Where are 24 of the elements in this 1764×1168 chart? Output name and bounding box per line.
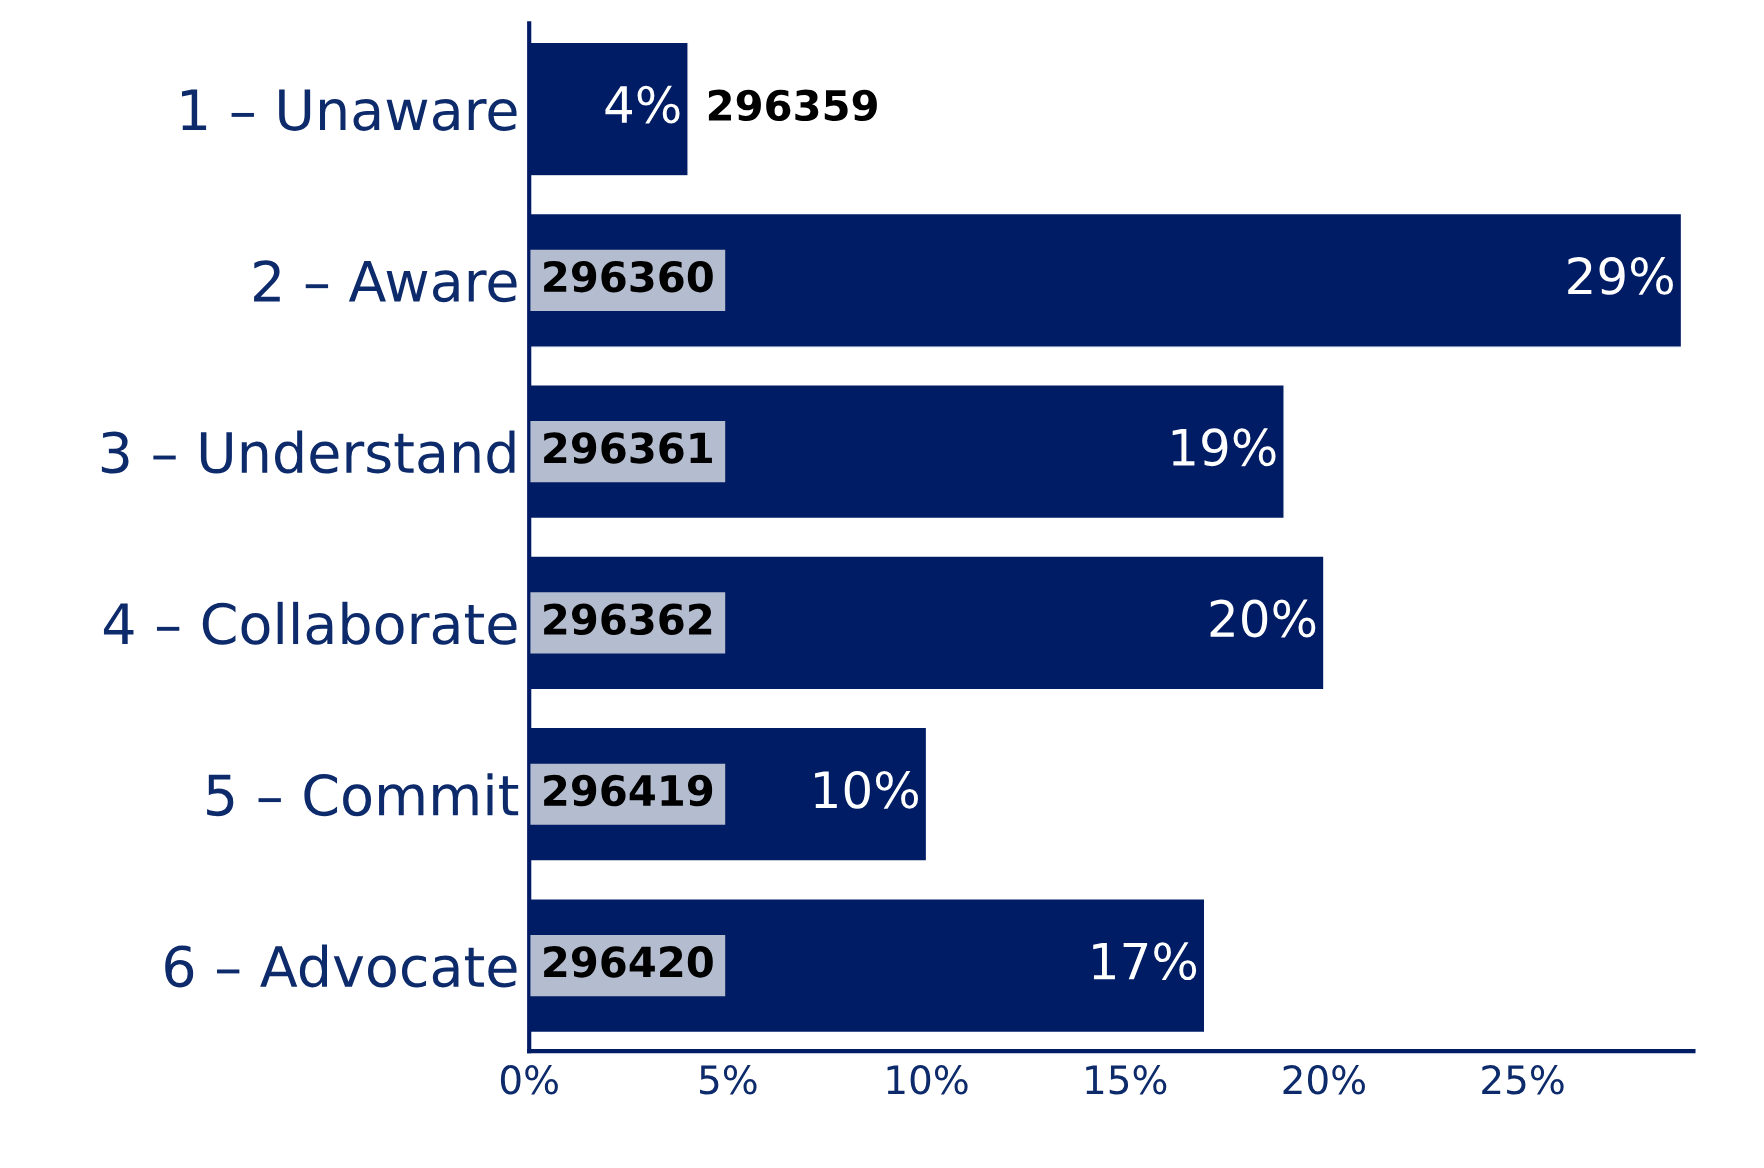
data-label: 10% [815, 770, 918, 809]
x-tick-label: 10% [887, 1065, 968, 1095]
annotation: 296359 [708, 89, 877, 122]
data-label: 4% [605, 85, 680, 124]
x-tick-label: 15% [1086, 1065, 1167, 1095]
y-tick-label: 1 – Unaware [181, 89, 517, 131]
x-tick-label: 0% [500, 1065, 558, 1095]
annotation: 296361 [544, 432, 712, 464]
x-tick-label: 20% [1283, 1065, 1365, 1095]
x-tick-label: 5% [700, 1065, 757, 1095]
annotation: 296360 [544, 260, 713, 293]
data-label: 19% [1172, 428, 1276, 467]
data-label: 17% [1093, 942, 1197, 981]
annotation: 296419 [544, 774, 713, 807]
y-tick-label: 5 – Commit [207, 773, 519, 817]
y-tick-label: 2 – Aware [254, 260, 517, 303]
y-tick-label: 4 – Collaborate [103, 601, 517, 645]
x-tick-label: 25% [1482, 1065, 1564, 1095]
annotation: 296420 [544, 946, 713, 978]
y-tick-label: 6 – Advocate [165, 944, 517, 988]
data-label: 29% [1568, 257, 1673, 295]
data-label: 20% [1210, 599, 1316, 638]
annotation: 296362 [544, 603, 712, 636]
y-tick-label: 3 – Understand [101, 430, 515, 474]
